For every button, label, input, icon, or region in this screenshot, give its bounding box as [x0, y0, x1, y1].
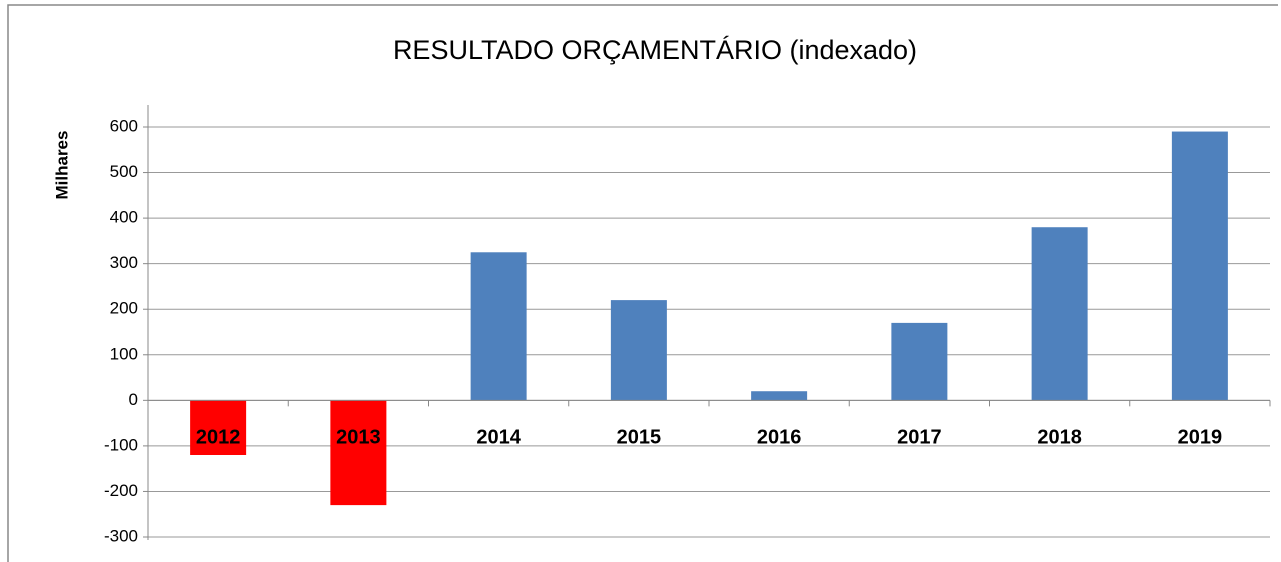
y-tick-label: 400: [110, 208, 138, 227]
y-tick-label: -100: [104, 435, 138, 454]
bar: [190, 400, 247, 455]
bar: [751, 391, 808, 401]
y-tick-label: 0: [129, 390, 138, 409]
chart-title: RESULTADO ORÇAMENTÁRIO (indexado): [393, 35, 917, 65]
x-tick-label: 2013: [336, 427, 381, 449]
x-tick-label: 2017: [897, 427, 942, 449]
x-tick-label: 2012: [196, 427, 241, 449]
bar: [330, 400, 387, 506]
y-tick-label: 100: [110, 344, 138, 363]
y-tick-label: 600: [110, 116, 138, 135]
bar: [1171, 131, 1228, 401]
bar: [610, 300, 667, 401]
y-tick-label: -200: [104, 481, 138, 500]
y-axis-label: Milhares: [52, 131, 71, 200]
x-tick-label: 2015: [617, 427, 662, 449]
bar: [1031, 227, 1088, 401]
y-tick-label: 300: [110, 253, 138, 272]
x-tick-label: 2018: [1037, 427, 1082, 449]
x-tick-label: 2016: [757, 427, 802, 449]
bar: [891, 322, 948, 401]
x-tick-label: 2019: [1178, 427, 1223, 449]
y-tick-label: 200: [110, 299, 138, 318]
bar: [470, 252, 527, 401]
chart-border: [7, 4, 1278, 562]
x-tick-label: 2014: [476, 427, 521, 449]
y-tick-label: 500: [110, 162, 138, 181]
y-tick-label: -300: [104, 526, 138, 545]
